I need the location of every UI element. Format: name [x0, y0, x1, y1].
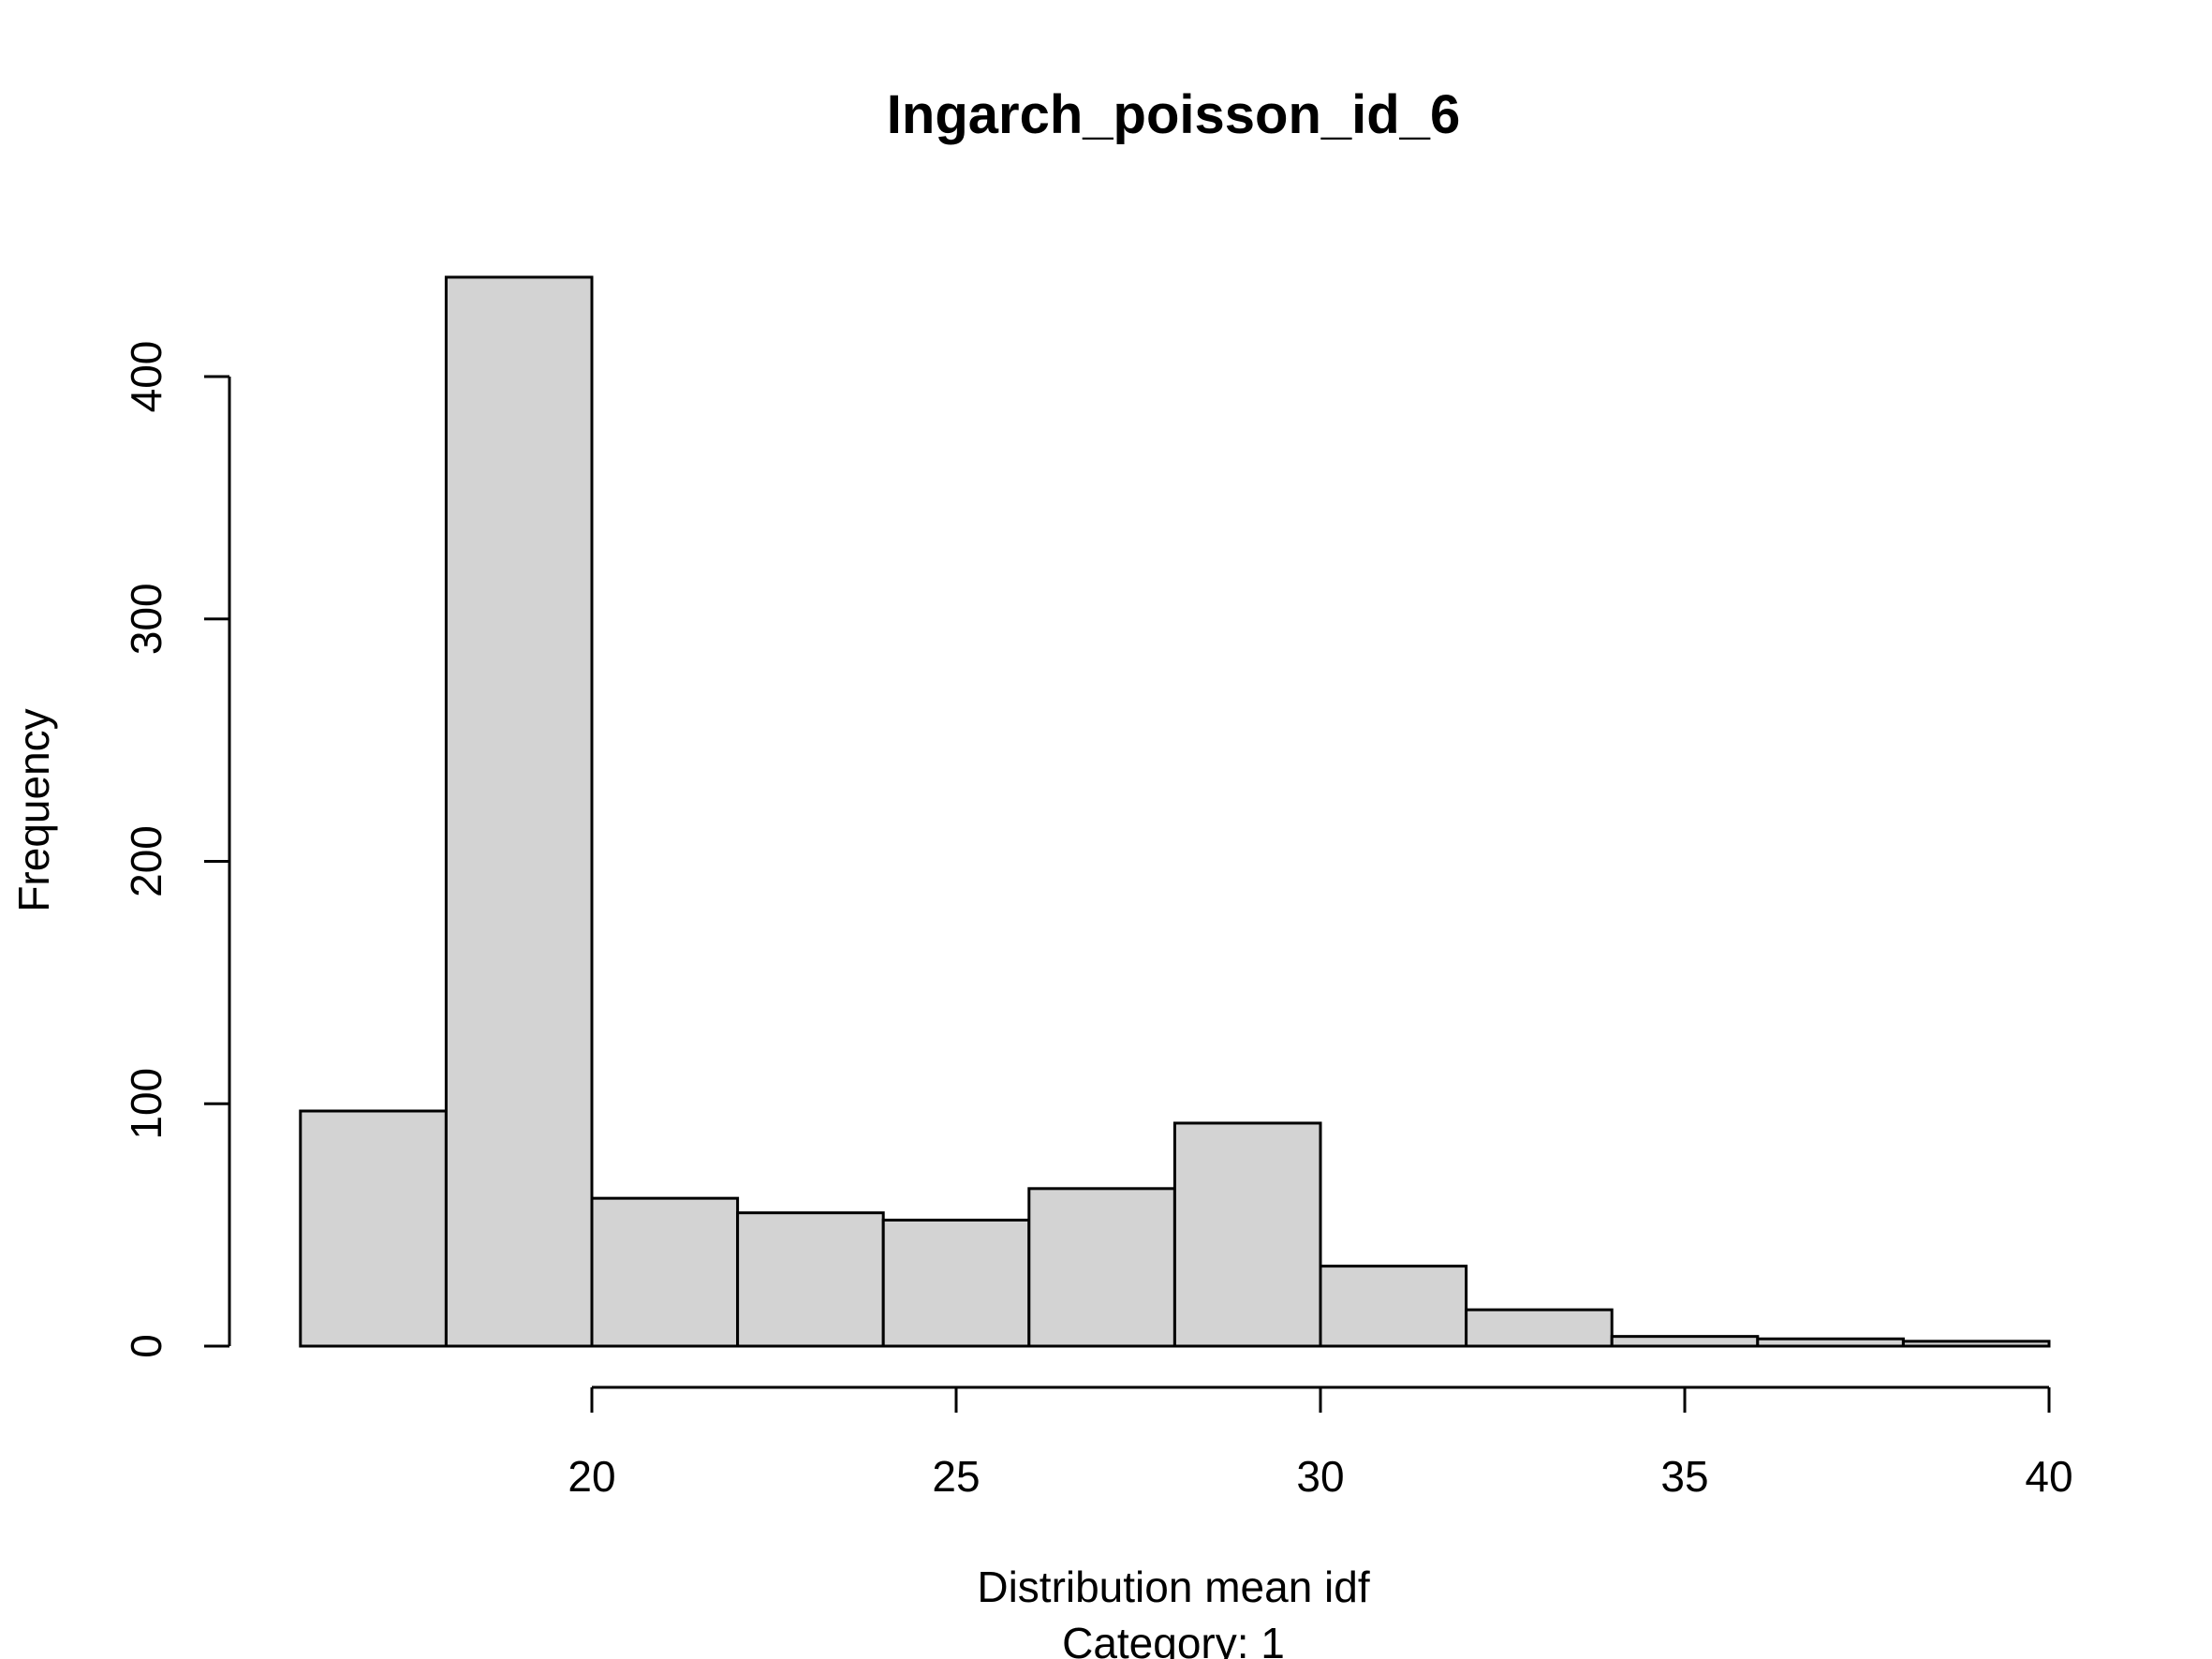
y-tick-label: 400 — [122, 341, 170, 413]
x-tick-label: 20 — [568, 1452, 615, 1501]
y-tick-label: 300 — [122, 583, 170, 655]
histogram-bar-6 — [1027, 1187, 1176, 1348]
y-axis-ticks: 0 100 200 300 400 — [122, 341, 229, 1358]
x-axis-label: Distribution mean idf — [977, 1563, 1370, 1611]
histogram-bar-9 — [1465, 1308, 1614, 1348]
histogram-bar-12 — [1901, 1340, 2051, 1348]
bars-group — [299, 275, 2051, 1348]
histogram-bar-1 — [299, 1109, 448, 1348]
x-tick-label: 35 — [1660, 1452, 1708, 1501]
histogram-bar-11 — [1756, 1337, 1905, 1348]
x-tick-label: 25 — [932, 1452, 980, 1501]
y-tick-label: 0 — [122, 1334, 170, 1358]
histogram-bar-4 — [736, 1211, 885, 1348]
x-tick-label: 40 — [2025, 1452, 2072, 1501]
histogram-bar-5 — [881, 1218, 1031, 1348]
x-tick-label: 30 — [1296, 1452, 1344, 1501]
x-axis-ticks: 20 25 30 35 40 — [568, 1387, 2073, 1501]
histogram-bar-8 — [1319, 1265, 1468, 1348]
y-tick-label: 200 — [122, 825, 170, 897]
y-tick-label: 100 — [122, 1068, 170, 1140]
histogram-bar-10 — [1610, 1335, 1760, 1348]
histogram-bar-2 — [444, 275, 594, 1348]
chart-subtitle: Category: 1 — [1062, 1619, 1285, 1659]
histogram-bar-7 — [1172, 1121, 1322, 1348]
y-axis-label: Frequency — [9, 708, 58, 911]
chart-title: Ingarch_poisson_id_6 — [887, 84, 1460, 145]
histogram-bar-3 — [590, 1196, 740, 1348]
